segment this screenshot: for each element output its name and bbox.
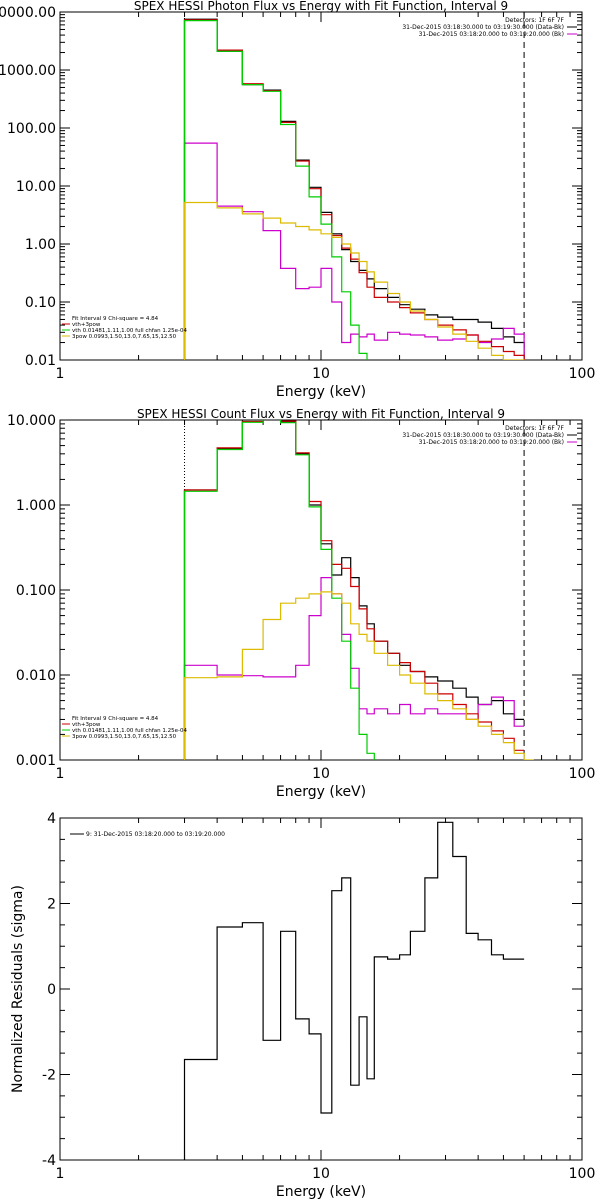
legend-topright-entry: Detectors: 1F 6F 7F: [505, 17, 564, 24]
y-tick-label: 10.00: [16, 179, 56, 195]
y-tick-label: 0: [47, 982, 56, 998]
y-tick-label: 4: [47, 811, 56, 827]
y-tick-label: 100.00: [7, 121, 56, 137]
chart-title: SPEX HESSI Count Flux vs Energy with Fit…: [137, 407, 505, 421]
y-tick-label: 1.000: [16, 498, 56, 514]
x-tick-label: 1: [56, 766, 65, 782]
x-tick-label: 10: [312, 766, 330, 782]
series-data-bk: [183, 420, 525, 760]
y-tick-label: 0.01: [25, 353, 56, 369]
x-tick-label: 1: [56, 366, 65, 382]
chart-title: SPEX HESSI Photon Flux vs Energy with Fi…: [134, 0, 508, 13]
series-data-bk: [183, 18, 525, 360]
plot-frame: [59, 11, 583, 361]
y-tick-label: 0000.00: [0, 5, 56, 21]
y-tick-label: -4: [42, 1153, 56, 1169]
x-axis-label: Energy (keV): [276, 1184, 366, 1200]
x-tick-label: 100: [569, 366, 596, 382]
data-layer: [183, 821, 525, 1160]
legend-topright-entry: 31-Dec-2015 03:18:20.000 to 03:19:20.000…: [419, 31, 564, 38]
series-3pow: [183, 591, 534, 760]
legend-bottomleft-entry: 3pow 0.0993,1.50,13.0,7.65,15,12.50: [72, 734, 177, 740]
legend-bottomleft-entry: vth 0.01481,1.11,1.00 full chfan 1.25e-0…: [72, 328, 188, 334]
x-tick-label: 10: [312, 1166, 330, 1182]
y-tick-label: -2: [42, 1068, 56, 1084]
x-tick-label: 100: [569, 1166, 596, 1182]
data-layer: [183, 420, 534, 760]
y-tick-label: 0.10: [25, 295, 56, 311]
legend-topright-entry: 31-Dec-2015 03:18:30.000 to 03:19:30.000…: [402, 24, 564, 31]
series-9: [183, 821, 525, 1160]
legend-entry: 9: 31-Dec-2015 03:18:20.000 to 03:19:20.…: [86, 831, 225, 838]
legend-bottomleft-entry: 3pow 0.0993,1.50,13.0,7.65,15,12.50: [72, 334, 177, 340]
series-bk: [183, 577, 525, 760]
y-tick-label: 0.001: [16, 753, 56, 769]
series-vth: [183, 420, 375, 760]
x-axis-label: Energy (keV): [276, 384, 366, 400]
y-tick-label: 10.000: [7, 413, 56, 429]
legend-topright-entry: 31-Dec-2015 03:18:20.000 to 03:19:20.000…: [419, 439, 564, 446]
series-vth-3pow: [183, 19, 525, 360]
series-vth: [183, 20, 368, 360]
legend-topright-entry: 31-Dec-2015 03:18:30.000 to 03:19:30.000…: [402, 432, 564, 439]
y-tick-label: 0.010: [16, 668, 56, 684]
series-vth-3pow: [183, 420, 525, 760]
x-tick-label: 1: [56, 1166, 65, 1182]
x-tick-label: 100: [569, 766, 596, 782]
y-tick-label: 2: [47, 897, 56, 913]
legend-bottomleft-entry: vth+3pow: [72, 722, 101, 728]
chart-panel-1: SPEX HESSI Photon Flux vs Energy with Fi…: [0, 0, 595, 400]
chart-panel-2: SPEX HESSI Count Flux vs Energy with Fit…: [7, 407, 595, 800]
series-bk: [183, 142, 525, 360]
legend-bottomleft-entry: Fit Interval 9 Chi-square = 4.84: [72, 316, 159, 322]
x-tick-label: 10: [312, 366, 330, 382]
legend-bottomleft-entry: vth 0.01481,1.11,1.00 full chfan 1.25e-0…: [72, 728, 188, 734]
legend-bottomleft-entry: Fit Interval 9 Chi-square = 4.84: [72, 716, 159, 722]
data-layer: [183, 18, 525, 360]
legend-bottomleft-entry: vth+3pow: [72, 322, 101, 328]
y-tick-label: 1000.00: [0, 63, 56, 79]
chart-panel-3: 1 10 100 Energy (keV) -4 -2 0 2 4 Normalized Resi…: [10, 811, 595, 1200]
legend-topright-entry: Detectors: 1F 6F 7F: [505, 425, 564, 432]
y-tick-label: 0.100: [16, 583, 56, 599]
y-tick-label: 1.00: [25, 237, 56, 253]
series-3pow: [183, 201, 525, 360]
y-axis-label: Normalized Residuals (sigma): [10, 885, 26, 1093]
x-axis-label: Energy (keV): [276, 784, 366, 800]
